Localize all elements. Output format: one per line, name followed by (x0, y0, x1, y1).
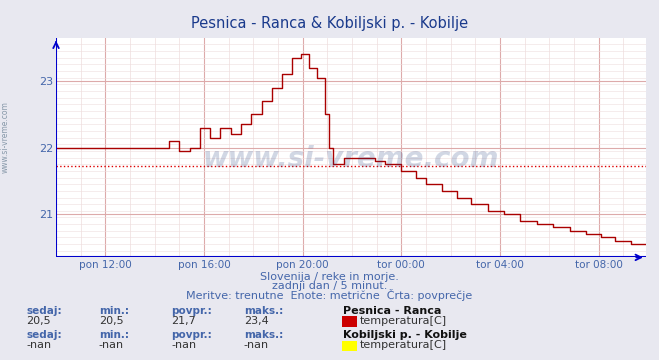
Text: Kobiljski p. - Kobilje: Kobiljski p. - Kobilje (343, 330, 467, 341)
Text: temperatura[C]: temperatura[C] (360, 316, 447, 326)
Text: -nan: -nan (244, 340, 269, 350)
Text: min.:: min.: (99, 306, 129, 316)
Text: zadnji dan / 5 minut.: zadnji dan / 5 minut. (272, 282, 387, 292)
Text: -nan: -nan (171, 340, 196, 350)
Text: povpr.:: povpr.: (171, 330, 212, 341)
Text: temperatura[C]: temperatura[C] (360, 340, 447, 350)
Text: www.si-vreme.com: www.si-vreme.com (203, 145, 499, 172)
Text: Meritve: trenutne  Enote: metrične  Črta: povprečje: Meritve: trenutne Enote: metrične Črta: … (186, 289, 473, 301)
Text: maks.:: maks.: (244, 306, 283, 316)
Text: Slovenija / reke in morje.: Slovenija / reke in morje. (260, 272, 399, 282)
Text: sedaj:: sedaj: (26, 306, 62, 316)
Text: min.:: min.: (99, 330, 129, 341)
Text: Pesnica - Ranca & Kobiljski p. - Kobilje: Pesnica - Ranca & Kobiljski p. - Kobilje (191, 16, 468, 31)
Text: povpr.:: povpr.: (171, 306, 212, 316)
Text: 21,7: 21,7 (171, 316, 196, 326)
Text: maks.:: maks.: (244, 330, 283, 341)
Text: sedaj:: sedaj: (26, 330, 62, 341)
Text: 20,5: 20,5 (99, 316, 123, 326)
Text: -nan: -nan (26, 340, 51, 350)
Text: 20,5: 20,5 (26, 316, 51, 326)
Text: Pesnica - Ranca: Pesnica - Ranca (343, 306, 441, 316)
Text: www.si-vreme.com: www.si-vreme.com (1, 101, 10, 173)
Text: -nan: -nan (99, 340, 124, 350)
Text: 23,4: 23,4 (244, 316, 269, 326)
